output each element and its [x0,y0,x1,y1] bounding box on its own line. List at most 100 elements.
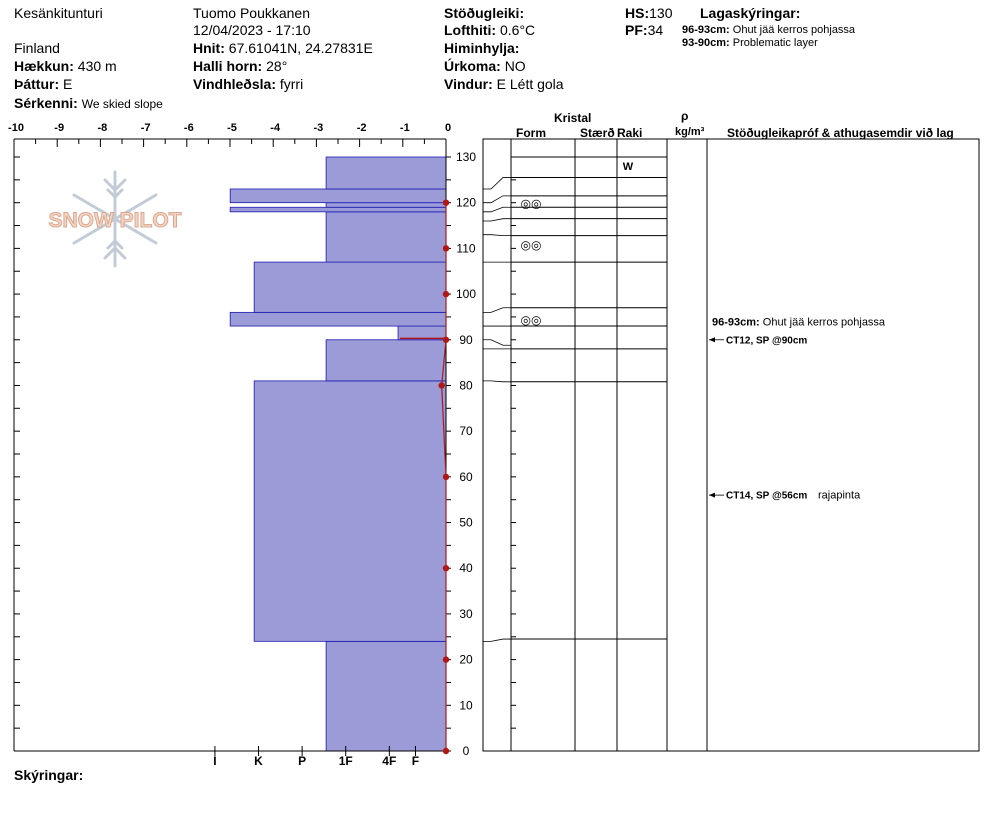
observer-name: Tuomo Poukkanen [193,5,310,21]
rho-header: ρ [681,109,689,123]
height-tick-label: 70 [459,424,473,438]
hardness-bar [229,311,447,327]
precip-value: NO [504,58,526,74]
height-tick-label: 40 [459,561,473,575]
height-tick-label: 50 [459,516,473,530]
height-tick-label: 60 [459,470,473,484]
layer-connector [483,307,511,313]
grain-form-symbol: ◎◎ [521,238,542,252]
hs: HS:130 [625,5,672,21]
layer-connector [483,195,511,204]
hardness-bar [325,156,447,190]
temp-tick-label: -6 [184,122,194,134]
layer-connector [483,339,511,346]
legend-item: 93-90cm: Problematic layer [682,37,818,50]
temperature-point [442,473,450,481]
hs-value: 130 [649,5,673,21]
precipitation: Úrkoma: NO [444,58,526,74]
specifics: Sérkenni: We skied slope [14,95,163,112]
temperature-point [442,290,450,298]
temp-tick-label: -1 [400,122,410,134]
height-tick-label: 0 [463,744,470,758]
hardness-tick-label: 1F [339,754,353,768]
temperature-point [442,336,450,343]
sky-cover-label: Himinhylja: [444,40,520,56]
temp-tick-label: -8 [98,122,108,134]
stability-label: Stöðugleiki: [444,5,525,21]
hardness-bar [325,339,447,382]
air-temp-value: 0.6°C [499,22,536,38]
height-tick-label: 100 [456,287,476,301]
legend-item: 96-93cm: Ohut jää kerros pohjassa [682,24,855,37]
aspect: Þáttur: E [14,76,72,92]
temperature-profile [400,199,450,755]
layer-comment-text: Ohut jää kerros pohjassa [763,316,886,328]
precip-label: Úrkoma: [444,58,501,74]
slope-value: 28° [266,58,288,74]
temp-tick-label: -7 [141,122,151,134]
table-frame [482,138,980,752]
legend-text: Problematic layer [732,37,818,49]
hardness-tick-label: K [254,754,263,768]
layer-connector [483,234,511,236]
footer-notes-label: Skýringar: [14,767,84,783]
height-tick-label: 110 [456,241,475,255]
specifics-label: Sérkenni: [14,95,78,111]
layer-connector [483,177,511,190]
hardness-bar [325,211,447,263]
temp-tick-label: -4 [270,122,281,134]
wind-loading-value: fyrri [279,76,304,92]
temp-tick-label: -10 [8,122,24,134]
grain-form-symbol: ◎◎ [521,313,542,327]
wind-value: E Létt gola [496,76,564,92]
air-temp-label: Lofthiti: [444,22,497,38]
location-name: Kesänkitunturi [14,5,103,21]
temp-tick-label: 0 [445,122,451,134]
aspect-label: Þáttur: [14,76,60,92]
temperature-point [442,199,450,206]
hardness-bar [325,202,447,208]
layer-connector [483,218,511,222]
elevation-label: Hækkun: [14,58,74,74]
hardness-tick-label: F [412,754,419,768]
snowflake-icon [72,170,158,268]
wind-loading: Vindhleðsla: fyrri [193,76,303,92]
height-tick-label: 80 [459,378,473,392]
wind-label: Vindur: [444,76,493,92]
hardness-bar [253,380,447,642]
temperature-point [442,565,450,572]
air-temperature: Lofthiti: 0.6°C [444,22,535,38]
legend-range: 96-93cm: [682,24,730,36]
coords-label: Hnit: [193,40,225,56]
temp-tick-label: -2 [357,122,367,134]
layer-comment: 96-93cm: Ohut jää kerros pohjassa [712,316,886,328]
wind: Vindur: E Létt gola [444,76,564,92]
arrow-head-icon [709,337,715,343]
layer-connector [483,206,511,213]
stability-test: CT14, SP @56cm [726,491,807,502]
stability-test-note: rajapinta [818,490,861,502]
temperature-point [442,245,450,252]
stability-test: CT12, SP @90cm [726,335,807,346]
legend-title: Lagaskýringar: [700,5,801,21]
pf-value: 34 [647,22,664,38]
legend-range: 93-90cm: [682,37,730,49]
observation-datetime: 12/04/2023 - 17:10 [193,22,311,38]
hardness-bars [229,156,447,752]
moisture-label: W [623,161,634,173]
hs-label: HS: [625,5,650,21]
country: Finland [14,40,60,56]
size-header: Stærð [580,126,615,140]
grain-form-symbol: ◎◎ [521,197,542,211]
density-unit-header: kg/m³ [675,126,705,138]
pf-label: PF: [625,22,648,38]
aspect-value: E [63,76,73,92]
specifics-value: We skied slope [81,97,163,111]
elevation: Hækkun: 430 m [14,58,117,74]
arrow-head-icon [709,492,715,498]
temp-tick-label: -9 [54,122,64,134]
layer-connector [483,380,511,383]
temp-tick-label: -5 [227,122,237,134]
coordinates: Hnit: 67.61041N, 24.27831E [193,40,373,56]
